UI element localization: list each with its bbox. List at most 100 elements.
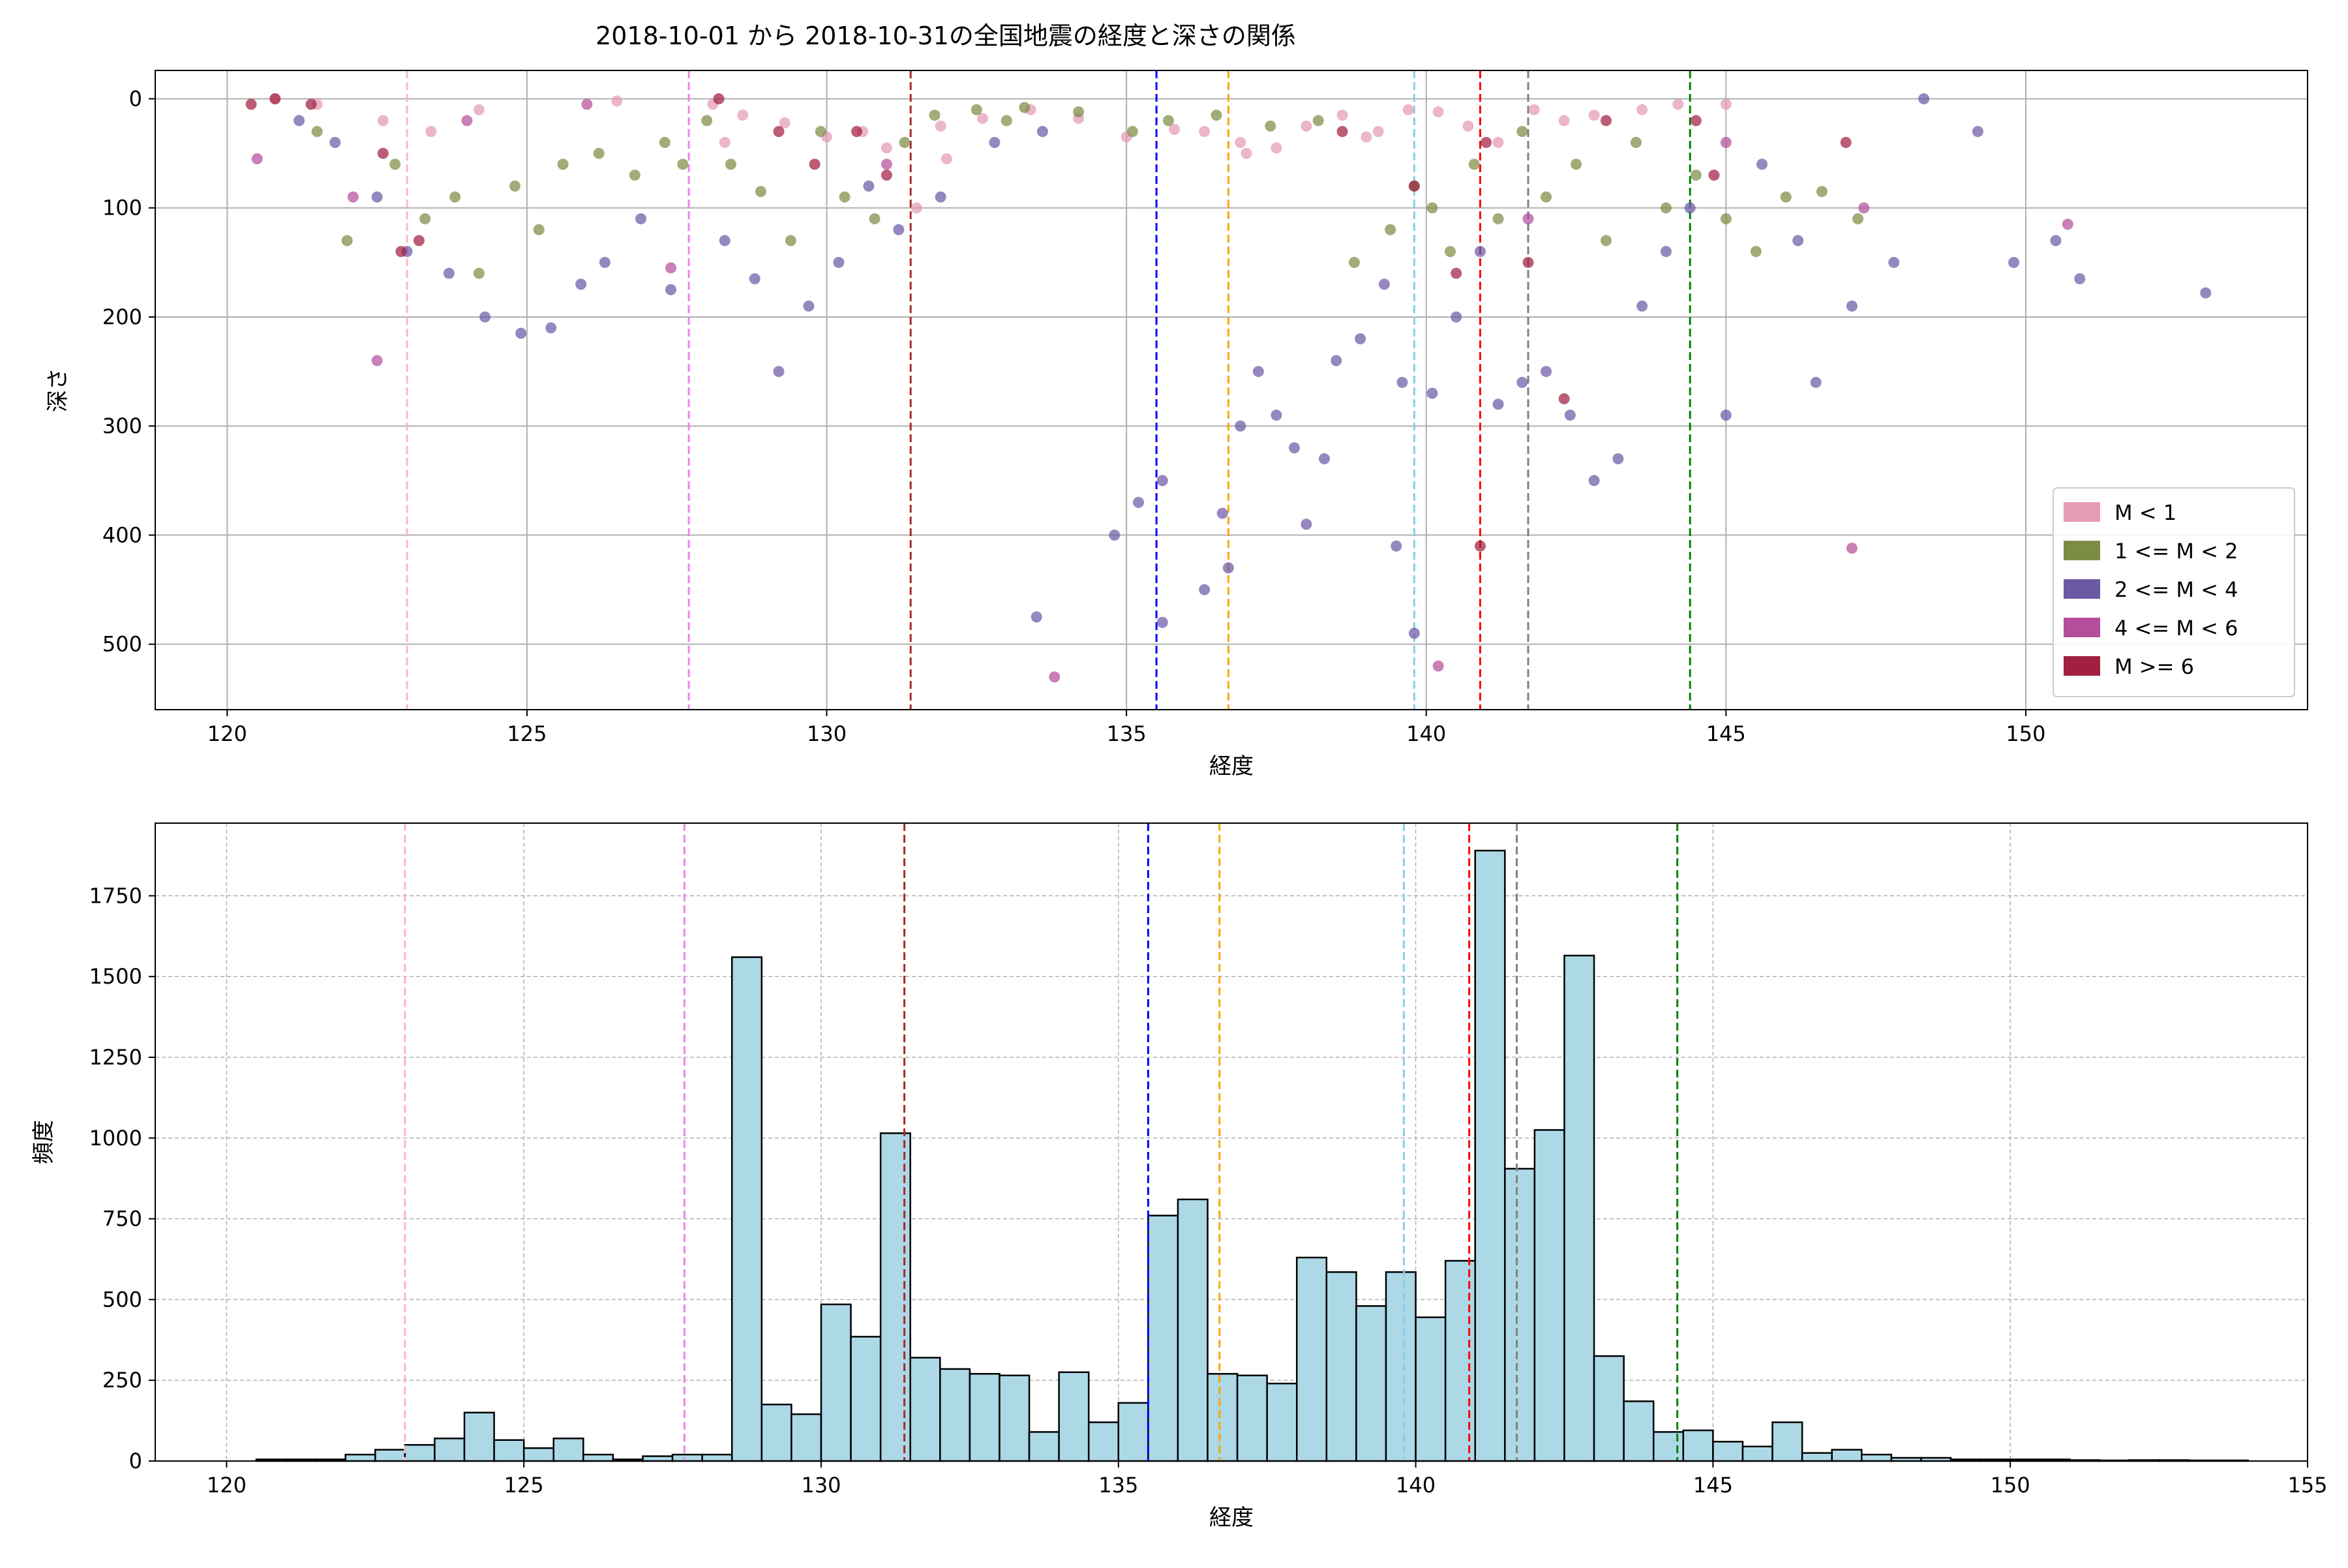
scatter-point bbox=[1378, 279, 1390, 290]
histogram-bar bbox=[1236, 1374, 1268, 1462]
legend-swatch bbox=[2064, 618, 2100, 637]
scatter-point bbox=[1541, 191, 1552, 203]
histogram-bar bbox=[434, 1438, 466, 1462]
scatter-point bbox=[533, 224, 545, 235]
y-axis-label: 頻度 bbox=[31, 1120, 57, 1164]
scatter-point bbox=[1516, 376, 1528, 388]
scatter-point bbox=[1492, 399, 1504, 410]
scatter-point bbox=[329, 136, 341, 148]
scatter-point bbox=[557, 158, 569, 170]
scatter-point bbox=[941, 153, 952, 164]
scatter-point bbox=[1846, 542, 1858, 554]
histogram-bar bbox=[1117, 1402, 1149, 1462]
scatter-point bbox=[581, 98, 593, 110]
scatter-point bbox=[1852, 213, 1864, 224]
scatter-point bbox=[1162, 115, 1174, 127]
scatter-point bbox=[989, 136, 1001, 148]
scatter-point bbox=[1235, 420, 1246, 432]
histogram-bar bbox=[582, 1453, 614, 1462]
scatter-point bbox=[1474, 246, 1486, 258]
histogram-plot: 120 125 130 135 140 145 150 155 0 250 500 750 1000 12… bbox=[31, 822, 2328, 1531]
scatter-point bbox=[425, 126, 437, 138]
legend-label: 1 <= M < 2 bbox=[2115, 539, 2238, 564]
histogram-bar bbox=[552, 1438, 584, 1462]
scatter-point bbox=[1528, 104, 1540, 115]
scatter-point bbox=[1301, 120, 1312, 132]
histogram-bar bbox=[1177, 1198, 1209, 1462]
x-tick-label: 120 bbox=[207, 721, 247, 746]
scatter-point bbox=[809, 158, 820, 170]
scatter-point bbox=[1445, 246, 1456, 258]
histogram-bar bbox=[850, 1336, 882, 1462]
y-tick-label: 1750 bbox=[89, 883, 142, 908]
legend-swatch bbox=[2064, 579, 2100, 599]
scatter-point bbox=[1271, 409, 1282, 421]
scatter-point bbox=[1318, 453, 1330, 464]
scatter-point bbox=[1846, 300, 1858, 312]
scatter-point bbox=[1492, 213, 1504, 224]
plot-frame-top bbox=[155, 70, 2308, 710]
histogram-bar bbox=[939, 1368, 971, 1462]
x-tick-label: 125 bbox=[504, 1473, 544, 1498]
scatter-point bbox=[443, 267, 455, 279]
histogram-bar bbox=[1266, 1382, 1298, 1462]
histogram-bar bbox=[1415, 1316, 1447, 1462]
plot-area-top bbox=[155, 70, 2308, 710]
x-tick-label: 140 bbox=[1396, 1473, 1436, 1498]
scatter-point bbox=[863, 180, 875, 192]
scatter-point bbox=[635, 213, 647, 224]
scatter-point bbox=[1073, 106, 1085, 118]
scatter-point bbox=[377, 147, 389, 159]
y-tick-label: 1000 bbox=[89, 1126, 142, 1151]
histogram-bar bbox=[1861, 1453, 1893, 1462]
histogram-bar bbox=[493, 1439, 525, 1462]
scatter-point bbox=[1432, 660, 1444, 672]
histogram-bar bbox=[1474, 849, 1506, 1462]
histogram-bar bbox=[1801, 1452, 1833, 1462]
scatter-point bbox=[371, 355, 383, 367]
scatter-point bbox=[1756, 158, 1768, 170]
scatter-point bbox=[899, 136, 911, 148]
scatter-point bbox=[1918, 93, 1930, 104]
scatter-point bbox=[305, 98, 317, 110]
scatter-point bbox=[473, 104, 485, 115]
y-tick-label: 200 bbox=[102, 305, 142, 329]
scatter-point bbox=[1396, 376, 1408, 388]
scatter-point bbox=[719, 136, 730, 148]
scatter-point bbox=[2050, 235, 2062, 247]
scatter-point bbox=[1361, 131, 1372, 143]
scatter-point bbox=[1289, 442, 1301, 454]
scatter-point bbox=[1816, 186, 1828, 198]
scatter-point bbox=[785, 235, 796, 247]
scatter-point bbox=[869, 213, 880, 224]
histogram-bar bbox=[1741, 1445, 1773, 1462]
x-tick-label: 145 bbox=[1693, 1473, 1733, 1498]
histogram-bar bbox=[1147, 1214, 1179, 1462]
histogram-bar bbox=[1058, 1371, 1090, 1462]
y-tick-label: 400 bbox=[102, 522, 142, 547]
scatter-point bbox=[935, 120, 946, 132]
scatter-point bbox=[749, 273, 760, 284]
scatter-point bbox=[1156, 616, 1168, 628]
scatter-point bbox=[833, 256, 845, 268]
histogram-bar bbox=[1355, 1305, 1387, 1462]
scatter-point bbox=[413, 235, 425, 247]
scatter-point bbox=[515, 327, 527, 339]
scatter-point bbox=[779, 117, 790, 128]
legend-label: M < 1 bbox=[2115, 500, 2176, 525]
y-tick-label: 250 bbox=[102, 1368, 142, 1393]
scatter-point bbox=[1312, 115, 1324, 127]
scatter-point bbox=[1372, 126, 1384, 138]
legend bbox=[2053, 487, 2295, 697]
scatter-point bbox=[1720, 136, 1732, 148]
scatter-point bbox=[1241, 147, 1252, 159]
scatter-point bbox=[1408, 627, 1420, 639]
scatter-point bbox=[880, 142, 892, 154]
chart-title: 2018-10-01 から 2018-10-31の全国地震の経度と深さの関係 bbox=[595, 22, 1296, 50]
histogram-bar bbox=[969, 1373, 1001, 1462]
x-tick-label: 135 bbox=[1107, 721, 1147, 746]
y-tick-label: 500 bbox=[102, 1287, 142, 1312]
histogram-bar bbox=[404, 1443, 436, 1462]
scatter-point bbox=[1690, 115, 1702, 127]
scatter-point bbox=[461, 115, 473, 127]
